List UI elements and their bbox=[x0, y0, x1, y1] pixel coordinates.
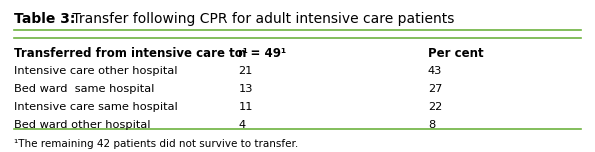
Text: Bed ward other hospital: Bed ward other hospital bbox=[14, 120, 151, 130]
Text: 4: 4 bbox=[238, 120, 245, 130]
Text: Intensive care same hospital: Intensive care same hospital bbox=[14, 102, 178, 112]
Text: 43: 43 bbox=[428, 66, 442, 76]
Text: 27: 27 bbox=[428, 84, 442, 94]
Text: ¹The remaining 42 patients did not survive to transfer.: ¹The remaining 42 patients did not survi… bbox=[14, 139, 299, 149]
Text: 11: 11 bbox=[238, 102, 253, 112]
Text: Intensive care other hospital: Intensive care other hospital bbox=[14, 66, 178, 76]
Text: Transfer following CPR for adult intensive care patients: Transfer following CPR for adult intensi… bbox=[68, 12, 455, 26]
Text: 21: 21 bbox=[238, 66, 253, 76]
Text: Bed ward  same hospital: Bed ward same hospital bbox=[14, 84, 155, 94]
Text: 8: 8 bbox=[428, 120, 435, 130]
Text: Transferred from intensive care to¹: Transferred from intensive care to¹ bbox=[14, 47, 248, 60]
Text: Per cent: Per cent bbox=[428, 47, 483, 60]
Text: 13: 13 bbox=[238, 84, 253, 94]
Text: 22: 22 bbox=[428, 102, 442, 112]
Text: Table 3:: Table 3: bbox=[14, 12, 76, 26]
Text: n = 49¹: n = 49¹ bbox=[238, 47, 286, 60]
